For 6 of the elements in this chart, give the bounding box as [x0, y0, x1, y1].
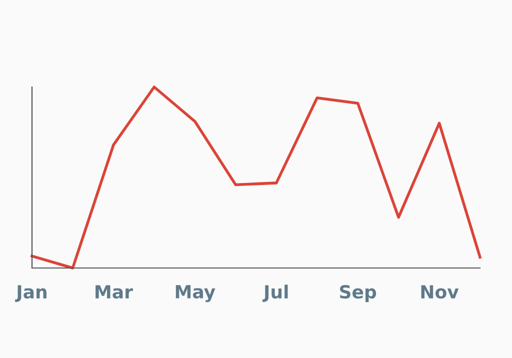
x-tick-label: Sep — [340, 284, 376, 302]
x-tick-label: Mar — [96, 285, 133, 299]
x-tick-label: Nov — [421, 285, 459, 299]
x-tick-label: May — [176, 285, 216, 302]
x-tick-label: Jan — [15, 285, 46, 302]
x-tick-label: Jul — [262, 284, 288, 302]
